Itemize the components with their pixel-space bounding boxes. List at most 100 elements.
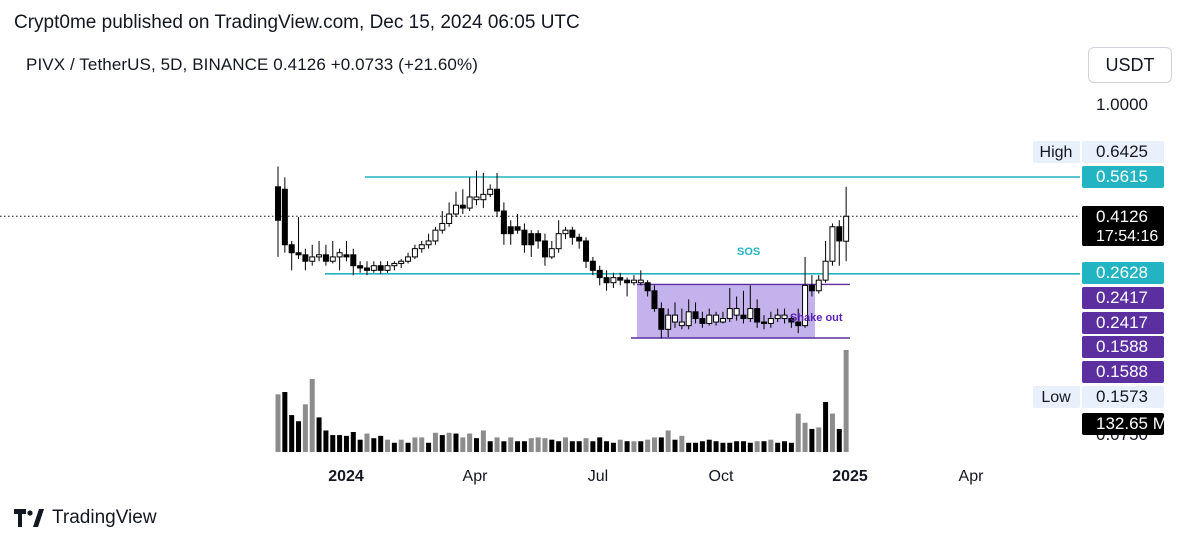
price-label-box [1082,413,1164,435]
candle-body [535,233,542,242]
x-tick-label: 2024 [328,468,364,485]
volume-bar [775,442,781,452]
volume-bar [535,437,541,452]
candle-body [699,318,706,324]
candle-body [843,215,850,242]
candle-body [370,265,377,271]
candle-body [589,260,596,271]
y-tick-label: 1.0000 [1096,95,1148,114]
price-label-name: High [1040,144,1073,161]
candle-body [569,229,576,238]
candle-body [500,210,507,235]
candle-body [562,229,569,235]
candle-body [418,244,425,250]
candle-body [733,308,740,316]
volume-bar [768,439,774,452]
volume-bar [432,432,438,452]
volume-bar [412,437,418,452]
volume-bar [569,441,575,452]
volume-bar [651,437,657,452]
volume-bar [610,442,616,452]
volume-bar [658,437,664,452]
volume-bar [617,439,623,452]
volume-bar [836,428,842,452]
volume-bar [521,441,527,452]
volume-bar [740,441,746,452]
volume-bar [720,442,726,452]
candle-body [398,260,405,264]
x-tick-label: Oct [709,468,734,485]
volume-bar [302,404,308,452]
volume-bar [597,437,603,452]
candle-body [719,318,726,323]
candle-body [281,188,288,246]
volume-bar [480,430,486,452]
volume-bar [843,350,849,452]
candle-body [528,233,535,246]
volume-bar [405,442,411,452]
candle-body [637,279,644,284]
candle-body [583,240,590,262]
candle-body [774,314,781,320]
volume-bar [693,442,699,452]
volume-bar [282,392,288,452]
volume-bar [330,435,336,452]
candle-body [432,229,439,242]
volume-bar [782,441,788,452]
volume-bar [679,435,685,452]
currency-button[interactable]: USDT [1088,47,1172,83]
candle-body [672,314,679,323]
candle-body [747,308,754,320]
volume-bar [802,422,808,452]
volume-bar [467,433,473,452]
volume-bar [706,439,712,452]
candle-body [316,254,323,258]
price-label-box [1082,361,1164,383]
volume-bar [439,435,445,452]
volume-bar [631,441,637,452]
price-label-value: 0.2628 [1096,263,1148,282]
volume-bar [296,421,302,452]
volume-bar [809,428,815,452]
price-label-value: 132.65 M [1096,414,1167,433]
volume-bar [316,417,322,452]
price-label-box [1082,141,1164,163]
candle-body [507,226,514,235]
volume-bar [624,441,630,452]
volume-bar [446,432,452,452]
price-label-name: Low [1041,389,1071,406]
price-label-box [1082,262,1164,284]
price-label-box [1082,336,1164,358]
volume-bar [788,442,794,452]
price-label-box [1082,312,1164,334]
candle-body [411,248,418,258]
volume-bar [686,442,692,452]
volume-bar [501,441,507,452]
price-label-tag [1033,386,1080,408]
candle-body [624,279,631,284]
volume-bar [371,438,377,452]
volume-bar [672,439,678,452]
candle-body [357,265,364,269]
candle-body [466,196,473,209]
volume-bar [795,413,801,452]
volume-bar [426,442,432,452]
candle-body [309,256,316,262]
candle-body [726,308,733,320]
volume-bar [350,432,356,452]
candle-body [446,213,453,224]
candle-body [473,196,480,201]
candle-body [405,256,412,262]
candle-body [494,188,501,212]
shake-out-annotation: Shake out [790,312,843,324]
price-label-value: 0.2417 [1096,288,1148,307]
candle-body [425,240,432,246]
candle-body [343,254,350,258]
volume-bar [583,438,589,452]
volume-bar [727,442,733,452]
candle-body [740,314,747,320]
x-tick-label: 2025 [832,468,868,485]
candle-body [596,269,603,279]
candle-body [795,321,802,327]
